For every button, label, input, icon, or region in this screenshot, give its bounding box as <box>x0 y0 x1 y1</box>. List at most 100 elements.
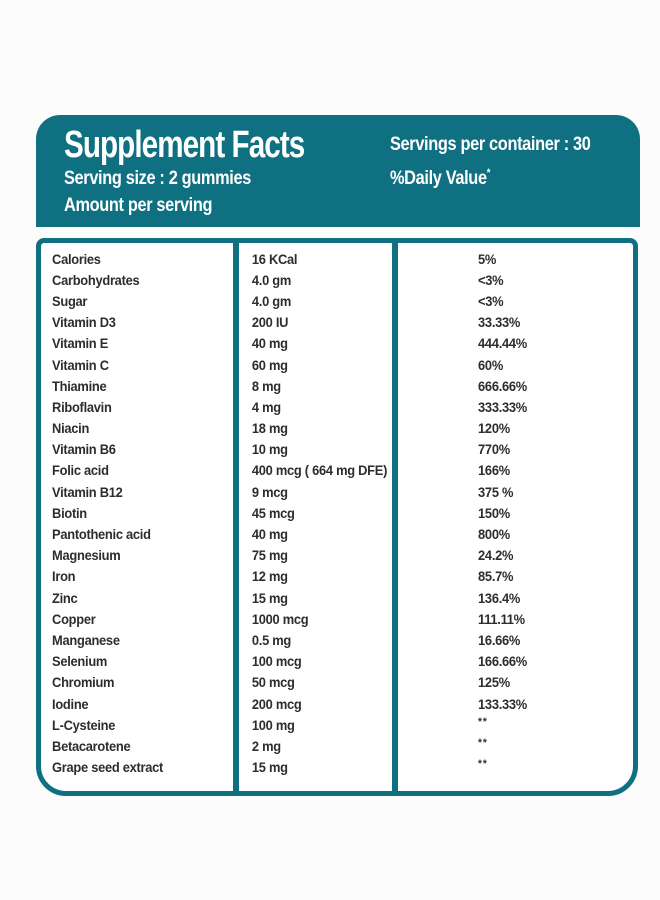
nutrient-amount: 1000 mcg <box>251 610 309 627</box>
nutrient-daily-value: 60% <box>478 356 503 373</box>
table-row: Vitamin B12 9 mcg 375 % <box>41 481 633 502</box>
nutrient-name: Riboflavin <box>52 398 112 415</box>
table-row: Selenium 100 mcg 166.66% <box>41 651 633 672</box>
nutrient-amount: 4.0 gm <box>251 271 292 288</box>
table-row: Riboflavin 4 mg 333.33% <box>41 396 633 417</box>
nutrient-daily-value: 5% <box>478 250 497 267</box>
nutrient-daily-value: 166% <box>478 462 510 479</box>
nutrient-amount: 100 mcg <box>251 653 302 670</box>
nutrient-name: Iodine <box>52 695 89 712</box>
nutrient-daily-value: 444.44% <box>478 335 527 352</box>
nutrient-name: Manganese <box>52 631 120 648</box>
table-row: Calories 16 KCal 5% <box>41 248 633 269</box>
table-row: Vitamin E 40 mg 444.44% <box>41 333 633 354</box>
daily-value-asterisk: * <box>486 167 491 179</box>
nutrient-amount: 40 mg <box>251 526 288 543</box>
nutrient-name: Pantothenic acid <box>52 526 151 543</box>
nutrient-daily-value: ** <box>478 736 488 749</box>
table-row: Pantothenic acid 40 mg 800% <box>41 523 633 544</box>
column-divider-2 <box>392 243 398 791</box>
nutrient-name: Vitamin B12 <box>52 483 123 500</box>
nutrient-daily-value: <3% <box>478 271 504 288</box>
nutrient-daily-value: 166.66% <box>478 653 527 670</box>
nutrient-daily-value: 666.66% <box>478 377 527 394</box>
facts-table: Calories 16 KCal 5% Carbohydrates 4.0 gm <3% S… <box>36 238 638 796</box>
nutrient-name: Vitamin E <box>52 335 109 352</box>
nutrient-daily-value: 333.33% <box>478 398 527 415</box>
nutrient-amount: 15 mg <box>251 589 288 606</box>
nutrient-name: Grape seed extract <box>52 759 164 776</box>
table-row: Magnesium 75 mg 24.2% <box>41 545 633 566</box>
table-row: Manganese 0.5 mg 16.66% <box>41 629 633 650</box>
nutrient-amount: 15 mg <box>251 759 288 776</box>
nutrient-name: Zinc <box>52 589 78 606</box>
nutrient-name: Iron <box>52 568 76 585</box>
label-header: Supplement Facts Serving size : 2 gummie… <box>36 115 640 227</box>
nutrient-amount: 12 mg <box>251 568 288 585</box>
nutrient-name: Niacin <box>52 420 90 437</box>
nutrient-amount: 0.5 mg <box>251 631 292 648</box>
header-right-block: Servings per container : 30 %Daily Value… <box>390 131 623 193</box>
table-row: Vitamin D3 200 IU 33.33% <box>41 312 633 333</box>
nutrient-daily-value: 33.33% <box>478 314 521 331</box>
page-title: Supplement Facts <box>64 124 305 166</box>
nutrient-daily-value: 136.4% <box>478 589 521 606</box>
table-row: Thiamine 8 mg 666.66% <box>41 375 633 396</box>
nutrient-name: Copper <box>52 610 96 627</box>
table-row: Grape seed extract 15 mg ** <box>41 757 633 778</box>
nutrient-daily-value: 120% <box>478 420 510 437</box>
table-row: Iron 12 mg 85.7% <box>41 566 633 587</box>
nutrient-daily-value: ** <box>478 758 488 771</box>
serving-size-text: Serving size : 2 gummies <box>64 168 251 189</box>
nutrient-name: Sugar <box>52 292 88 309</box>
nutrient-daily-value: 133.33% <box>478 695 527 712</box>
nutrient-amount: 400 mcg ( 664 mg DFE) <box>251 462 388 479</box>
nutrient-amount: 9 mcg <box>251 483 288 500</box>
nutrient-name: Vitamin B6 <box>52 441 116 458</box>
nutrient-daily-value: 800% <box>478 526 510 543</box>
nutrient-name: Vitamin D3 <box>52 314 116 331</box>
nutrient-daily-value: 111.11% <box>478 610 525 627</box>
table-row: Vitamin B6 10 mg 770% <box>41 439 633 460</box>
nutrient-amount: 200 IU <box>251 314 289 331</box>
table-row: Iodine 200 mcg 133.33% <box>41 693 633 714</box>
facts-rows: Calories 16 KCal 5% Carbohydrates 4.0 gm <3% S… <box>41 243 633 791</box>
servings-per-container-text: Servings per container : 30 <box>390 134 591 155</box>
nutrient-amount: 100 mg <box>251 716 295 733</box>
nutrient-name: Folic acid <box>52 462 109 479</box>
nutrient-amount: 4.0 gm <box>251 292 292 309</box>
nutrient-amount: 2 mg <box>251 737 281 754</box>
nutrient-daily-value: 125% <box>478 674 510 691</box>
table-row: Biotin 45 mcg 150% <box>41 502 633 523</box>
nutrient-daily-value: 85.7% <box>478 568 514 585</box>
nutrient-amount: 60 mg <box>251 356 288 373</box>
table-row: Copper 1000 mcg 111.11% <box>41 608 633 629</box>
nutrient-daily-value: 16.66% <box>478 631 521 648</box>
nutrient-daily-value: 770% <box>478 441 510 458</box>
nutrient-amount: 45 mcg <box>251 504 295 521</box>
header-left-block: Supplement Facts Serving size : 2 gummie… <box>64 125 372 219</box>
nutrient-daily-value: <3% <box>478 292 504 309</box>
nutrient-amount: 16 KCal <box>251 250 298 267</box>
table-row: Zinc 15 mg 136.4% <box>41 587 633 608</box>
nutrient-name: Calories <box>52 250 101 267</box>
nutrient-name: Carbohydrates <box>52 271 140 288</box>
nutrient-amount: 40 mg <box>251 335 288 352</box>
nutrient-amount: 200 mcg <box>251 695 302 712</box>
table-row: Vitamin C 60 mg 60% <box>41 354 633 375</box>
table-row: Sugar 4.0 gm <3% <box>41 290 633 311</box>
nutrient-name: Selenium <box>52 653 108 670</box>
nutrient-name: L-Cysteine <box>52 716 116 733</box>
table-row: Folic acid 400 mcg ( 664 mg DFE) 166% <box>41 460 633 481</box>
nutrient-amount: 18 mg <box>251 420 288 437</box>
table-row: Chromium 50 mcg 125% <box>41 672 633 693</box>
table-row: Carbohydrates 4.0 gm <3% <box>41 269 633 290</box>
daily-value-heading: %Daily Value* <box>390 167 491 189</box>
nutrient-name: Chromium <box>52 674 115 691</box>
amount-per-serving-text: Amount per serving <box>64 195 213 216</box>
nutrient-daily-value: 24.2% <box>478 547 514 564</box>
nutrient-daily-value: 150% <box>478 504 510 521</box>
nutrient-amount: 10 mg <box>251 441 288 458</box>
table-row: Betacarotene 2 mg ** <box>41 735 633 756</box>
